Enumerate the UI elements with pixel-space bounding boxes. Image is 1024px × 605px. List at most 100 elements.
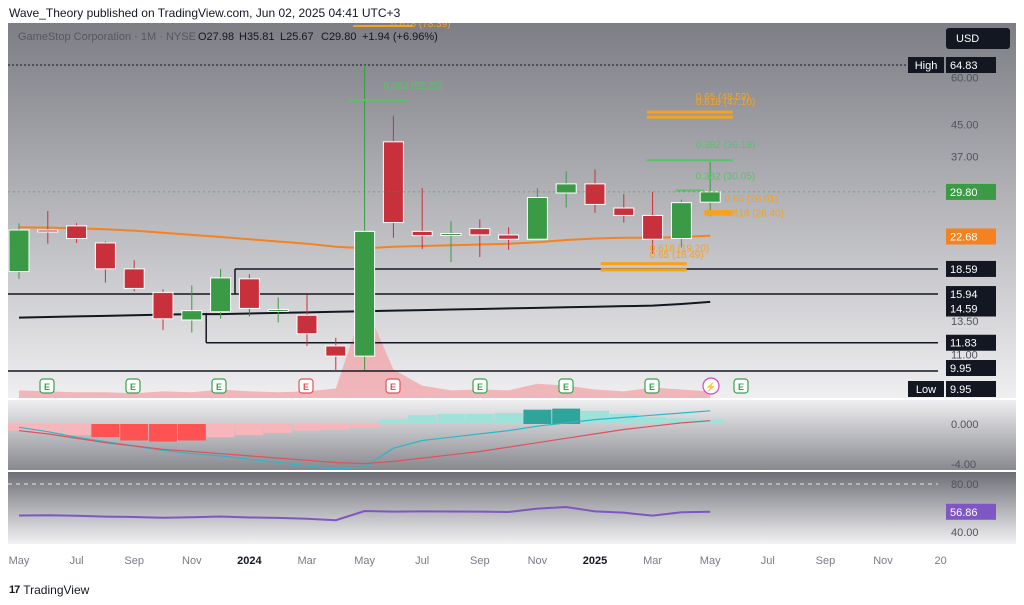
earnings-marker-label: E bbox=[303, 382, 309, 392]
candle-body[interactable] bbox=[8, 229, 30, 273]
macd-histogram-bar bbox=[120, 424, 149, 441]
candle-body[interactable] bbox=[37, 229, 59, 233]
rsi-tick: 40.00 bbox=[951, 527, 979, 539]
time-tick: Mar bbox=[298, 555, 317, 567]
earnings-marker-icon[interactable]: E bbox=[211, 378, 227, 394]
macd-histogram-bar bbox=[350, 424, 379, 428]
price-tag-high: 64.83 bbox=[950, 60, 978, 72]
earnings-marker-bg bbox=[733, 378, 749, 394]
earnings-marker-icon[interactable]: E bbox=[298, 378, 314, 394]
tradingview-brand[interactable]: 17 TradingView bbox=[9, 583, 89, 597]
earnings-marker-label: E bbox=[563, 382, 569, 392]
macd-histogram-bar bbox=[206, 424, 235, 438]
candle-body[interactable] bbox=[642, 214, 664, 240]
time-axis-bg bbox=[8, 545, 1016, 573]
price-tag-15.94: 15.94 bbox=[950, 289, 978, 301]
main-pane-bg bbox=[8, 23, 1016, 398]
macd-histogram-bar bbox=[62, 424, 91, 435]
rsi-pane-bg bbox=[8, 472, 1016, 544]
earnings-marker-icon[interactable]: E bbox=[125, 378, 141, 394]
earnings-marker-bg bbox=[644, 378, 660, 394]
candle-body[interactable] bbox=[267, 309, 289, 313]
candle-body[interactable] bbox=[66, 225, 88, 240]
price-tag-18.59: 18.59 bbox=[950, 264, 978, 276]
fib-label: 0.618 (26.40) bbox=[724, 209, 784, 220]
earnings-marker-label: E bbox=[130, 382, 136, 392]
brand-label: TradingView bbox=[23, 583, 90, 597]
candle-body[interactable] bbox=[382, 141, 404, 224]
macd-histogram-bar bbox=[552, 408, 581, 424]
chart-area[interactable]: 0.618 (78.39) 0.382 (52.25) 0.65 (48.59) 0.… bbox=[8, 23, 1016, 573]
price-tag-22.68: 22.68 bbox=[950, 231, 978, 243]
time-tick: Nov bbox=[873, 555, 893, 567]
earnings-marker-icon[interactable]: E bbox=[385, 378, 401, 394]
price-tag-low-prefix-bg bbox=[908, 381, 944, 397]
price-tag-low: 9.95 bbox=[950, 384, 971, 396]
chart-svg[interactable]: 0.618 (78.39)0.382 (52.25)0.65 (48.59)0.… bbox=[8, 23, 1016, 573]
candle-body[interactable] bbox=[555, 183, 577, 194]
candle-body[interactable] bbox=[354, 230, 376, 357]
ohlc-open: O27.98 bbox=[198, 31, 234, 43]
macd-histogram-bar bbox=[408, 415, 437, 424]
rsi-value-tag: 56.86 bbox=[950, 507, 978, 519]
candle-body[interactable] bbox=[152, 291, 174, 320]
candle-body[interactable] bbox=[181, 310, 203, 321]
candle-body[interactable] bbox=[440, 232, 462, 236]
earnings-marker-label: E bbox=[738, 382, 744, 392]
candle-body[interactable] bbox=[210, 277, 232, 313]
currency-button[interactable] bbox=[946, 28, 1010, 49]
candle-body[interactable] bbox=[498, 234, 520, 240]
candle-body[interactable] bbox=[94, 242, 116, 270]
price-tag-11.83: 11.83 bbox=[950, 338, 977, 350]
earnings-marker-label: ⚡ bbox=[705, 381, 716, 393]
price-tag-high-bg bbox=[946, 57, 996, 73]
candle-body[interactable] bbox=[469, 228, 491, 236]
time-tick: May bbox=[9, 555, 30, 567]
candle-body[interactable] bbox=[699, 191, 721, 203]
macd-histogram-bar bbox=[149, 424, 177, 442]
tradingview-logo-icon: 17 bbox=[9, 584, 20, 596]
earnings-marker-bg bbox=[39, 378, 55, 394]
fib-label: 0.65 (26.01) bbox=[724, 194, 778, 205]
earnings-marker-label: E bbox=[477, 382, 483, 392]
time-tick: 2024 bbox=[237, 555, 262, 567]
earnings-marker-bg bbox=[385, 378, 401, 394]
price-tag-low-prefix: Low bbox=[916, 384, 936, 396]
earnings-marker-label: E bbox=[390, 382, 396, 392]
candle-body[interactable] bbox=[123, 268, 145, 289]
split-marker-bg bbox=[702, 377, 720, 395]
candle-body[interactable] bbox=[411, 230, 433, 237]
time-tick: Jul bbox=[70, 555, 84, 567]
candle-body[interactable] bbox=[325, 345, 347, 357]
fib-label: 0.382 (30.05) bbox=[696, 172, 756, 183]
macd-histogram-bar bbox=[667, 418, 696, 424]
candle-body[interactable] bbox=[670, 202, 692, 240]
candle-body[interactable] bbox=[526, 196, 548, 240]
time-tick: 20 bbox=[934, 555, 946, 567]
candle-body[interactable] bbox=[613, 207, 635, 216]
candle-body[interactable] bbox=[238, 278, 260, 309]
macd-histogram-bar bbox=[293, 424, 321, 431]
rsi-line bbox=[18, 506, 711, 522]
split-marker-icon[interactable]: ⚡ bbox=[702, 377, 720, 395]
candle-body[interactable] bbox=[296, 314, 318, 335]
fib-label: 0.382 (36.18) bbox=[696, 140, 756, 151]
earnings-marker-icon[interactable]: E bbox=[733, 378, 749, 394]
symbol-line: GameStop Corporation · 1M · NYSE bbox=[18, 31, 196, 43]
earnings-marker-icon[interactable]: E bbox=[39, 378, 55, 394]
price-tag-15.94-bg bbox=[946, 286, 996, 303]
macd-histogram-bar bbox=[264, 424, 293, 433]
time-tick: Sep bbox=[470, 555, 490, 567]
macd-histogram-bar bbox=[33, 424, 62, 433]
earnings-marker-bg bbox=[472, 378, 488, 394]
earnings-marker-icon[interactable]: E bbox=[472, 378, 488, 394]
fib-label: 0.618 (19.20) bbox=[650, 244, 710, 255]
macd-histogram-bar bbox=[321, 424, 350, 430]
earnings-marker-icon[interactable]: E bbox=[644, 378, 660, 394]
macd-histogram-bar bbox=[437, 414, 465, 424]
candle-body[interactable] bbox=[584, 183, 606, 205]
earnings-marker-icon[interactable]: E bbox=[558, 378, 574, 394]
price-tag-22.68-bg bbox=[946, 228, 996, 245]
price-tag-high-prefix-bg bbox=[908, 57, 944, 73]
time-tick: Mar bbox=[643, 555, 662, 567]
